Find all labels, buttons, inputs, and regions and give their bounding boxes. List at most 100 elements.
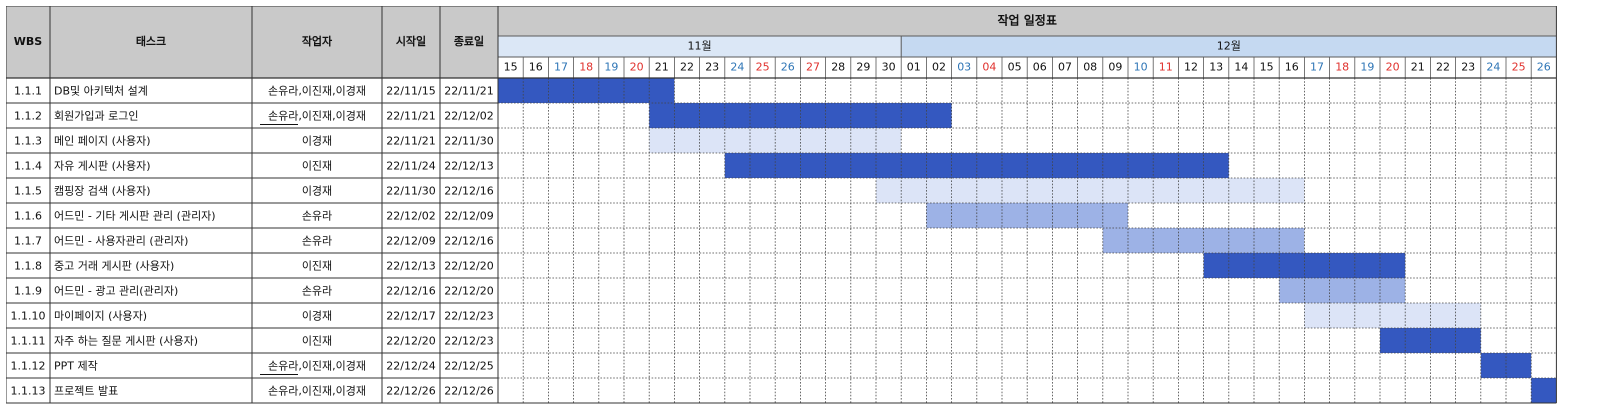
task-name: 메인 페이지 (사용자) [54,135,151,148]
table-row: 1.1.5 캠핑장 검색 (사용자) 이경재 22/11/30 22/12/16 [6,177,498,198]
day-label: 24 [1486,61,1500,74]
task-start-date: 22/11/15 [386,85,435,98]
task-wbs: 1.1.6 [14,210,42,223]
day-label: 18 [1335,61,1349,74]
task-assignee: 손유라 [302,235,332,248]
task-name: 중고 거래 게시판 (사용자) [54,260,174,273]
task-name: 회원가입과 로그인 [54,110,138,123]
task-wbs: 1.1.9 [14,285,42,298]
day-label: 04 [982,61,996,74]
task-assignee: 이진재 [302,335,332,348]
schedule-grid [6,6,1557,404]
task-assignee: 손유라 [302,285,332,298]
header-start: 시작일 [396,34,426,48]
task-name: 어드민 - 기타 게시판 관리 (관리자) [54,210,216,223]
day-label: 30 [882,61,896,74]
day-label: 02 [932,61,946,74]
task-assignee: 손유라,이진재,이경재 [268,110,366,123]
task-start-date: 22/12/09 [386,235,435,248]
table-row: 1.1.9 어드민 - 광고 관리(관리자) 손유라 22/12/16 22/12/20 [6,277,498,298]
task-end-date: 22/12/20 [444,260,493,273]
day-label: 26 [781,61,795,74]
header-end: 종료일 [454,34,484,48]
task-end-date: 22/12/25 [444,360,493,373]
task-wbs: 1.1.5 [14,185,42,198]
task-wbs: 1.1.4 [14,160,42,173]
task-end-date: 22/12/09 [444,210,493,223]
day-label: 07 [1058,61,1072,74]
task-start-date: 22/11/21 [386,135,435,148]
task-end-date: 22/11/30 [444,135,493,148]
task-end-date: 22/11/21 [444,85,493,98]
task-start-date: 22/12/02 [386,210,435,223]
month-cell-bg [901,36,1557,57]
gantt-bar-1-1-13 [1531,378,1557,403]
day-label: 13 [1209,61,1223,74]
day-label: 26 [1537,61,1551,74]
task-assignee: 이경재 [302,135,332,148]
table-row: 1.1.11 자주 하는 질문 게시판 (사용자) 이진재 22/12/20 22/12… [6,327,498,348]
day-label: 08 [1083,61,1097,74]
task-start-date: 22/12/16 [386,285,435,298]
task-assignee: 이진재 [302,160,332,173]
day-label: 21 [1411,61,1425,74]
task-end-date: 22/12/26 [444,385,493,398]
header-wbs: WBS [14,35,43,48]
day-label: 20 [630,61,644,74]
task-start-date: 22/12/26 [386,385,435,398]
day-label: 10 [1134,61,1148,74]
day-label: 28 [831,61,845,74]
task-name: 어드민 - 광고 관리(관리자) [54,285,178,298]
task-assignee: 손유라,이진재,이경재 [268,85,366,98]
gantt-bars [498,78,1557,403]
table-row: 1.1.12 PPT 제작 손유라,이진재,이경재 22/12/24 22/12/25 [6,352,498,375]
day-label: 15 [1260,61,1274,74]
gantt-bar-1-1-1 [498,78,675,103]
task-name: PPT 제작 [54,360,98,373]
task-start-date: 22/11/24 [386,160,435,173]
day-label: 12 [1184,61,1198,74]
task-start-date: 22/12/24 [386,360,435,373]
day-label: 23 [1461,61,1475,74]
day-label: 16 [529,61,543,74]
day-label: 24 [730,61,744,74]
day-header-row: 15 16 17 18 19 20 21 22 23 24 25 26 27 28 29 30 01 02 03 04… [504,61,1551,74]
table-row: 1.1.2 회원가입과 로그인 손유라,이진재,이경재 22/11/21 22/12/0… [6,102,498,125]
day-label: 17 [1310,61,1324,74]
day-label: 03 [957,61,971,74]
day-label: 22 [680,61,694,74]
task-end-date: 22/12/16 [444,185,493,198]
gantt-chart: WBS 태스크 작업자 시작일 종료일 작업 일정표 11월 12월 15 16 17 18 19 20… [6,6,1557,404]
task-name: 마이페이지 (사용자) [54,310,147,323]
task-start-date: 22/11/30 [386,185,435,198]
schedule-title-bg [498,6,1557,36]
day-label: 16 [1285,61,1299,74]
table-row: 1.1.13 프로젝트 발표 손유라,이진재,이경재 22/12/26 22/12/26 [6,377,498,398]
task-end-date: 22/12/23 [444,335,493,348]
day-label: 06 [1033,61,1047,74]
task-end-date: 22/12/23 [444,310,493,323]
task-wbs: 1.1.12 [11,360,46,373]
day-label: 23 [705,61,719,74]
day-label: 27 [806,61,820,74]
table-row: 1.1.6 어드민 - 기타 게시판 관리 (관리자) 손유라 22/12/02 22/… [6,202,498,223]
header-task: 태스크 [136,34,166,48]
day-label: 11 [1159,61,1173,74]
day-label: 09 [1108,61,1122,74]
table-row: 1.1.4 자유 게시판 (사용자) 이진재 22/11/24 22/12/13 [6,152,498,173]
day-label: 25 [1512,61,1526,74]
task-wbs: 1.1.7 [14,235,42,248]
task-wbs: 1.1.13 [11,385,46,398]
task-name: DB및 아키텍처 설계 [54,85,148,98]
task-wbs: 1.1.2 [14,110,42,123]
day-label: 01 [907,61,921,74]
day-label: 14 [1234,61,1248,74]
task-end-date: 22/12/20 [444,285,493,298]
day-label: 15 [504,61,518,74]
table-header: WBS 태스크 작업자 시작일 종료일 작업 일정표 11월 12월 [6,6,1557,78]
task-name: 자유 게시판 (사용자) [54,160,151,173]
task-name: 캠핑장 검색 (사용자) [54,185,151,198]
task-start-date: 22/12/13 [386,260,435,273]
day-label: 20 [1386,61,1400,74]
month-label: 12월 [1217,40,1241,53]
